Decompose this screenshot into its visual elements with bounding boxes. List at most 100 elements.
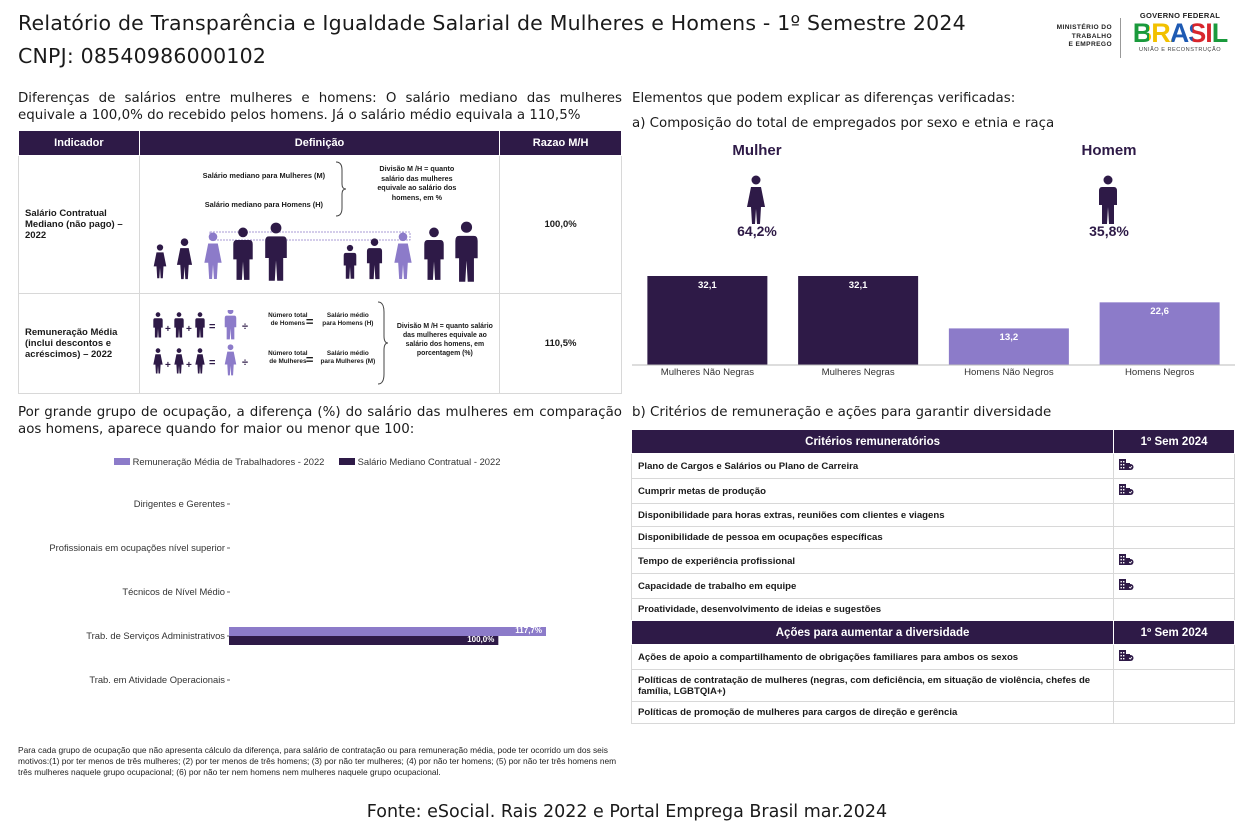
occupation-category-label: Profissionais em ocupações nível superio… bbox=[49, 542, 225, 553]
men-label: Homem bbox=[1081, 142, 1137, 159]
source-note: Fonte: eSocial. Rais 2022 e Portal Empre… bbox=[366, 802, 888, 822]
actions-header: Ações para aumentar a diversidade bbox=[630, 620, 1115, 645]
indicator-label: Remuneração Média (inclui descontos e ac… bbox=[18, 293, 140, 394]
building-check-icon bbox=[1119, 554, 1134, 565]
col-header-definition: Definição bbox=[138, 130, 501, 156]
col-header-indicator: Indicador bbox=[18, 130, 140, 156]
occupation-category-label: Trab. de Serviços Administrativos bbox=[86, 630, 225, 641]
composition-chart: 32,1 Mulheres Não Negras 32,1 Mulheres Negr… bbox=[632, 262, 1235, 382]
criteria-table: Critérios remuneratórios 1º Sem 2024 Pla… bbox=[630, 429, 1235, 621]
criteria-header: Critérios remuneratórios bbox=[630, 429, 1115, 454]
criterion-label: Cumprir metas de produção bbox=[630, 478, 1115, 504]
woman-icon bbox=[747, 175, 765, 224]
actions-table: Ações para aumentar a diversidade 1º Sem… bbox=[630, 620, 1235, 724]
brace-icon bbox=[335, 161, 346, 217]
legend-swatch-light bbox=[114, 458, 130, 466]
man-icon bbox=[1099, 175, 1117, 224]
criterion-label: Disponibilidade de pessoa em ocupações e… bbox=[630, 526, 1115, 549]
section-a-title: a) Composição do total de empregados por… bbox=[632, 116, 1055, 131]
svg-text:+: + bbox=[186, 360, 192, 371]
occupation-bar bbox=[229, 636, 499, 645]
table-row: Políticas de contratação de mulheres (ne… bbox=[630, 669, 1235, 702]
criterion-check-cell bbox=[1113, 478, 1235, 504]
table-row: Tempo de experiência profissional bbox=[630, 548, 1235, 574]
definition-cell: + + = ÷ + + = ÷ Número total de Home bbox=[138, 293, 501, 394]
occupation-bar bbox=[229, 627, 546, 636]
action-check-cell bbox=[1113, 644, 1235, 670]
composition-value-label: 32,1 bbox=[698, 280, 717, 291]
table-row: Plano de Cargos e Salários ou Plano de C… bbox=[630, 453, 1235, 479]
occupation-value-label: 117,7% bbox=[515, 626, 542, 635]
criterion-label: Proatividade, desenvolvimento de ideias … bbox=[630, 598, 1115, 621]
action-label: Políticas de contratação de mulheres (ne… bbox=[630, 669, 1115, 702]
occupation-chart: Dirigentes e Gerentes Profissionais em oc… bbox=[18, 480, 622, 700]
col-header-ratio: Razao M/H bbox=[499, 130, 622, 156]
indicator-table: Indicador Definição Razao M/H Salário Co… bbox=[18, 130, 622, 394]
legend-swatch-dark bbox=[339, 458, 356, 466]
svg-text:=: = bbox=[209, 321, 215, 333]
composition-category-label: Homens Não Negros bbox=[964, 367, 1054, 378]
occupation-intro: Por grande grupo de ocupação, a diferenç… bbox=[18, 405, 622, 437]
composition-bars bbox=[632, 276, 1235, 366]
svg-text:+: + bbox=[165, 360, 171, 371]
svg-text:÷: ÷ bbox=[242, 321, 248, 333]
building-check-icon bbox=[1119, 484, 1134, 495]
table-row: Disponibilidade para horas extras, reuni… bbox=[630, 503, 1235, 527]
composition-value-label: 32,1 bbox=[848, 280, 868, 291]
building-check-icon bbox=[1119, 459, 1134, 470]
action-check-cell bbox=[1113, 701, 1235, 724]
action-check-cell bbox=[1113, 669, 1235, 702]
svg-text:+: + bbox=[165, 324, 171, 335]
report-title: Relatório de Transparência e Igualdade S… bbox=[18, 11, 966, 35]
women-percent: 64,2% bbox=[737, 223, 777, 239]
definition-cell: Salário mediano para Mulheres (M) Salári… bbox=[138, 155, 501, 294]
table-row: Políticas de promoção de mulheres para c… bbox=[630, 701, 1235, 724]
equals-icon: = bbox=[305, 314, 314, 329]
cnpj: CNPJ: 08540986000102 bbox=[18, 44, 267, 68]
criterion-check-cell bbox=[1113, 453, 1235, 479]
occupation-category-label: Trab. em Atividade Operacionais bbox=[89, 674, 225, 685]
table-row: Disponibilidade de pessoa em ocupações e… bbox=[630, 526, 1235, 549]
table-row: Ações de apoio a compartilhamento de obr… bbox=[630, 644, 1235, 670]
table-row: Remuneração Média (inclui descontos e ac… bbox=[18, 293, 622, 394]
criterion-label: Tempo de experiência profissional bbox=[630, 548, 1115, 574]
logo-divider bbox=[1120, 18, 1121, 58]
ministry-logo: MINISTÉRIO DO TRABALHO E EMPREGO bbox=[1056, 24, 1112, 48]
ratio-value: 110,5% bbox=[499, 293, 622, 394]
action-label: Ações de apoio a compartilhamento de obr… bbox=[630, 644, 1115, 670]
men-percent: 35,8% bbox=[1089, 223, 1129, 239]
composition-bar bbox=[798, 276, 919, 365]
svg-text:=: = bbox=[209, 357, 215, 369]
indicator-label: Salário Contratual Mediano (não pago) – … bbox=[18, 155, 140, 294]
building-check-icon bbox=[1119, 579, 1134, 590]
footnote: Para cada grupo de ocupação que não apre… bbox=[18, 745, 617, 777]
people-sum-icon: + + = ÷ + + = ÷ bbox=[153, 310, 248, 376]
occupation-category-label: Técnicos de Nível Médio bbox=[122, 586, 225, 597]
gov-brasil-logo: GOVERNO FEDERAL BRASIL UNIÃO E RECONSTRU… bbox=[1128, 11, 1232, 53]
criterion-label: Capacidade de trabalho em equipe bbox=[630, 573, 1115, 599]
action-label: Políticas de promoção de mulheres para c… bbox=[630, 701, 1115, 724]
equals-icon: = bbox=[305, 352, 314, 367]
composition-category-label: Mulheres Negras bbox=[821, 367, 895, 378]
composition-bar bbox=[948, 328, 1069, 365]
svg-text:+: + bbox=[186, 324, 192, 335]
criterion-check-cell bbox=[1113, 573, 1235, 599]
criteria-period-header: 1º Sem 2024 bbox=[1113, 429, 1235, 454]
table-row: Capacidade de trabalho em equipe bbox=[630, 573, 1235, 599]
criterion-label: Disponibilidade para horas extras, reuni… bbox=[630, 503, 1115, 527]
composition-value-label: 22,6 bbox=[1150, 306, 1169, 318]
composition-category-label: Homens Negros bbox=[1124, 367, 1195, 378]
table-row: Cumprir metas de produção bbox=[630, 478, 1235, 504]
table-row: Salário Contratual Mediano (não pago) – … bbox=[18, 155, 622, 294]
criterion-check-cell bbox=[1113, 503, 1235, 527]
ratio-value: 100,0% bbox=[499, 155, 622, 294]
elements-heading: Elementos que podem explicar as diferenç… bbox=[632, 91, 1016, 106]
building-check-icon bbox=[1119, 650, 1134, 661]
table-row: Proatividade, desenvolvimento de ideias … bbox=[630, 598, 1235, 621]
criterion-check-cell bbox=[1113, 548, 1235, 574]
people-figures-icon bbox=[153, 221, 478, 282]
actions-period-header: 1º Sem 2024 bbox=[1113, 620, 1235, 645]
criterion-check-cell bbox=[1113, 598, 1235, 621]
composition-value-label: 13,2 bbox=[999, 332, 1019, 344]
section-b-title: b) Critérios de remuneração e ações para… bbox=[632, 405, 1052, 420]
